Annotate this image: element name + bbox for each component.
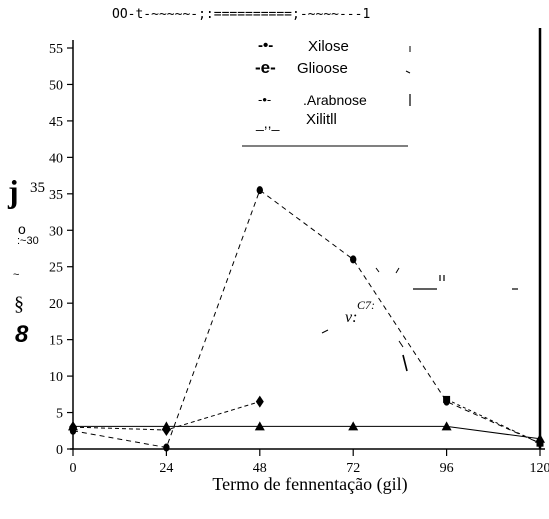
artifact-dash	[402, 354, 408, 372]
data-point-triangle	[161, 421, 172, 431]
legend-marker-arabinose: -•-	[258, 92, 271, 107]
y-tick-label: 55	[49, 42, 63, 57]
legend-right-fragment	[405, 70, 411, 74]
data-point-triangle	[348, 421, 359, 431]
data-point-triangle	[68, 421, 78, 431]
data-point-triangle	[535, 433, 545, 443]
data-point-circle	[350, 255, 357, 264]
y-tick-label: 5	[56, 407, 63, 422]
data-point-square	[536, 439, 544, 447]
data-point-triangle	[254, 421, 265, 431]
y-axis-label: j 35 o :~30 ~ § 8	[7, 173, 45, 348]
artifact-dash	[395, 267, 400, 274]
x-tick-label: 0	[70, 461, 77, 476]
y-tick-label: 20	[49, 297, 63, 312]
series-line-square	[446, 398, 541, 444]
y-tick-label: 45	[49, 115, 63, 130]
artifact-dash	[375, 267, 380, 273]
scan-artifacts: v: C7:	[321, 267, 518, 372]
y-tick-label: 35	[49, 188, 63, 203]
y-label-glyph: o	[18, 221, 26, 237]
legend-label-xilitol: Xilitll	[306, 111, 337, 128]
legend-marker-glicose: -e-	[255, 58, 276, 77]
y-label-glyph: 35	[30, 180, 45, 196]
artifact-dash	[321, 329, 329, 334]
y-tick-group: 0 5 10 15 20 25 30 35 40 45 50 55	[49, 42, 73, 458]
y-label-glyph: §	[14, 293, 24, 315]
legend-marker-xilitol: _,,_	[255, 115, 280, 131]
y-tick-label: 0	[56, 443, 63, 458]
x-tick-label: 24	[159, 461, 173, 476]
data-point-triangle	[441, 421, 452, 431]
plot-area	[68, 186, 545, 452]
data-point-circle	[256, 186, 263, 195]
header-text: OO-t-~~~~~-;:==========;-~~~~---1	[112, 7, 370, 22]
y-tick-label: 15	[49, 334, 63, 349]
x-tick-label: 48	[253, 461, 267, 476]
legend-marker-xilose: -•-	[258, 37, 273, 54]
y-label-glyph: j	[7, 173, 19, 209]
y-label-glyph: 8	[15, 321, 29, 348]
y-tick-label: 50	[49, 78, 63, 93]
data-point-square	[443, 395, 451, 403]
y-tick-label: 10	[49, 370, 63, 385]
y-label-glyph: :~30	[17, 235, 39, 247]
x-tick-label: 120	[530, 461, 549, 476]
curve-annotation-superscript: C7:	[357, 298, 375, 312]
data-point-diamond	[255, 395, 264, 408]
y-label-glyph: ~	[13, 269, 19, 281]
y-tick-label: 40	[49, 151, 63, 166]
x-tick-label: 72	[346, 461, 360, 476]
artifact-dash	[398, 340, 404, 348]
legend-label-xilose: Xilose	[308, 38, 349, 55]
series-line-circle	[72, 189, 541, 449]
curve-annotation: v:	[345, 309, 357, 326]
data-point-circle	[163, 443, 170, 452]
x-tick-label: 96	[440, 461, 454, 476]
x-tick-group: 0 24 48 72 96 120	[70, 449, 549, 476]
series-line-triangle	[73, 425, 541, 440]
y-tick-label: 25	[49, 261, 63, 276]
legend: -•- Xilose -e- Glioose -•- .Arabnose _,,…	[242, 37, 411, 147]
legend-label-glicose: Glioose	[297, 60, 348, 77]
legend-label-arabinose: .Arabnose	[303, 92, 367, 108]
x-axis-label: Termo de fennentação (gil)	[212, 474, 407, 495]
y-tick-label: 30	[49, 224, 63, 239]
